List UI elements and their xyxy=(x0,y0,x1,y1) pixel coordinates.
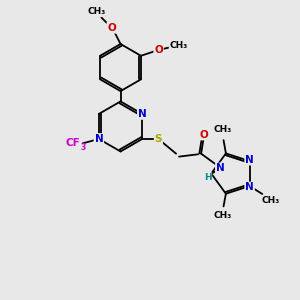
Text: CH₃: CH₃ xyxy=(214,125,232,134)
Text: O: O xyxy=(107,23,116,33)
Text: O: O xyxy=(200,130,208,140)
Text: N: N xyxy=(216,164,225,173)
Text: CF: CF xyxy=(65,138,80,148)
Text: 3: 3 xyxy=(81,143,86,152)
Text: CH₃: CH₃ xyxy=(88,7,106,16)
Text: S: S xyxy=(155,134,162,144)
Text: N: N xyxy=(138,109,147,119)
Text: CH₃: CH₃ xyxy=(261,196,279,205)
Text: CH₃: CH₃ xyxy=(169,41,188,50)
Text: N: N xyxy=(245,154,254,165)
Text: N: N xyxy=(94,134,103,144)
Text: H: H xyxy=(204,173,212,182)
Text: CH₃: CH₃ xyxy=(214,211,232,220)
Text: N: N xyxy=(245,182,254,193)
Text: O: O xyxy=(154,45,163,55)
